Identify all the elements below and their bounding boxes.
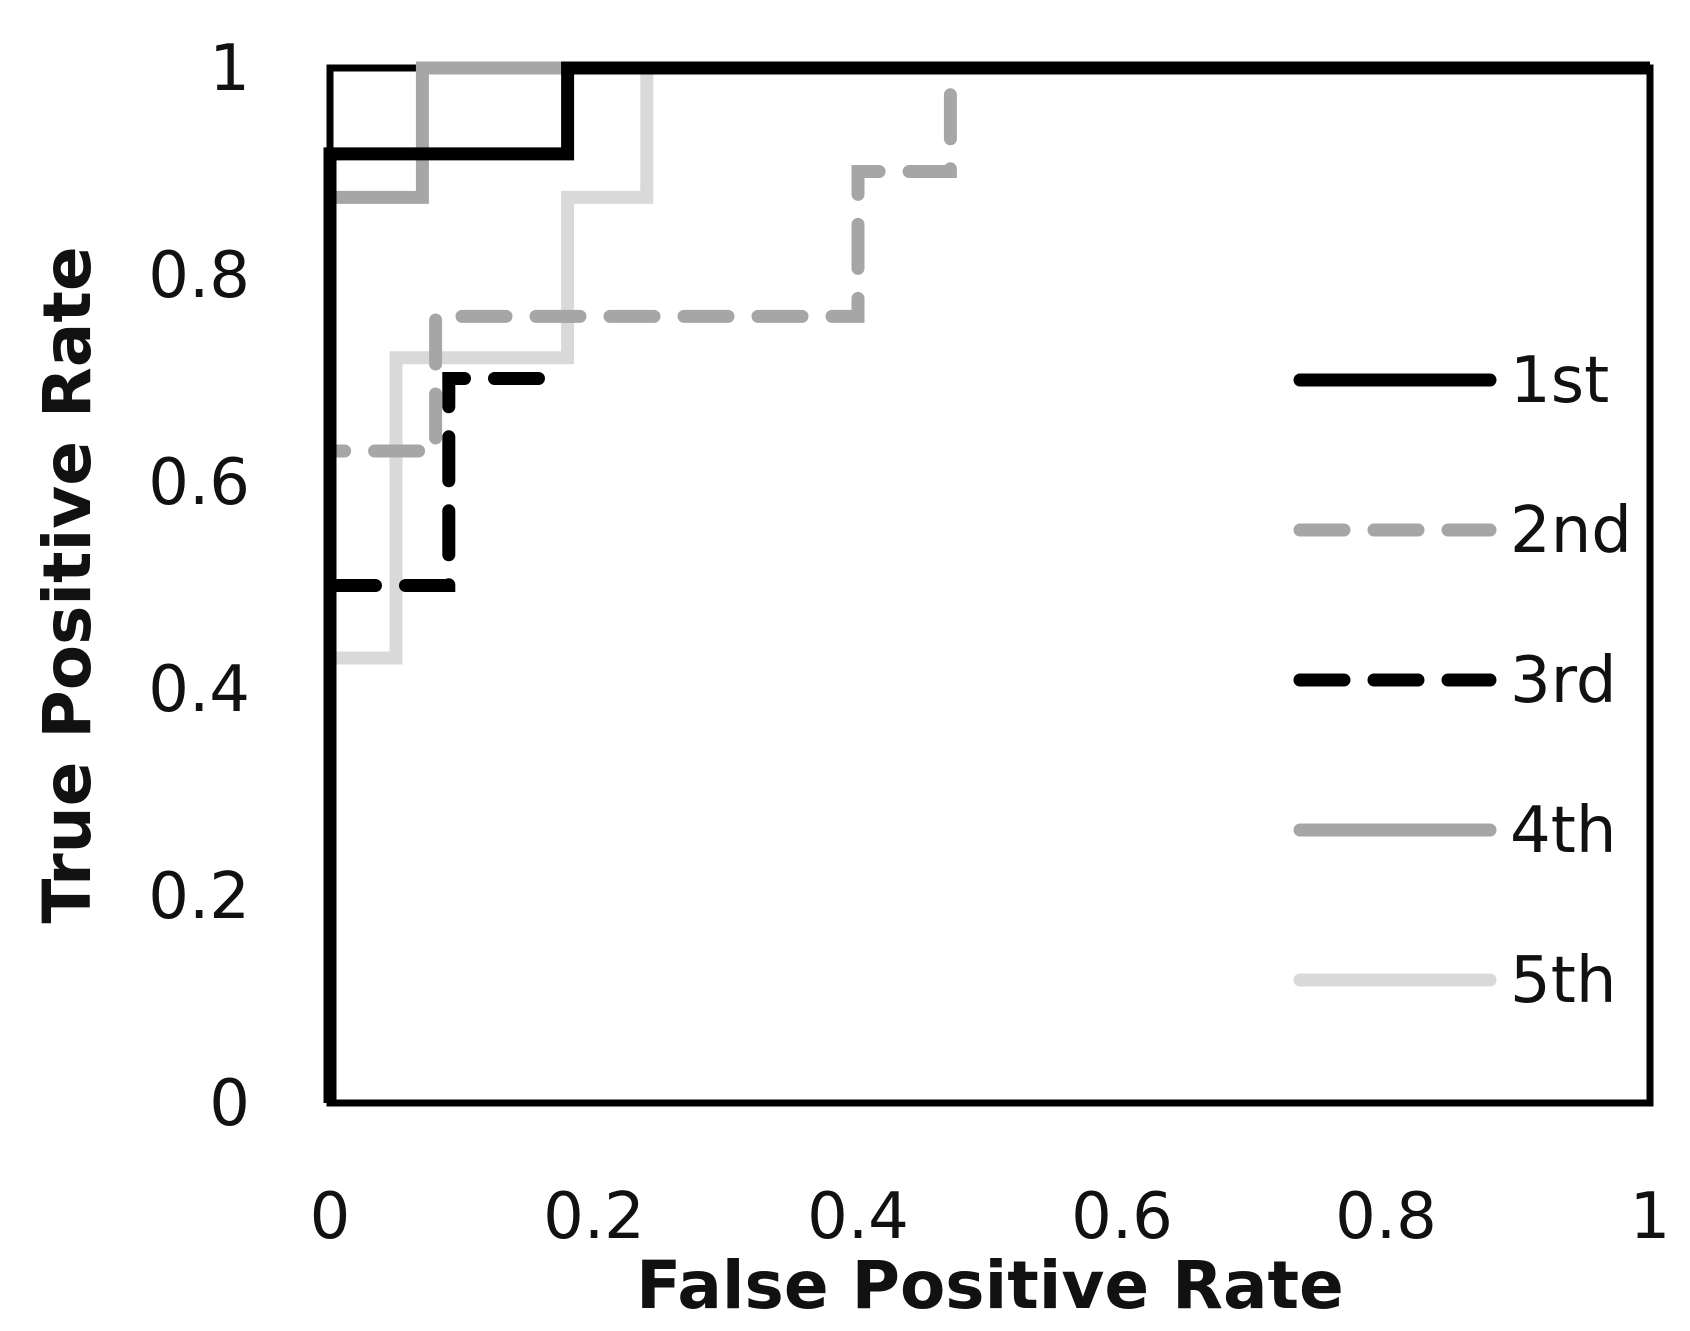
x-tick-label: 0.4 <box>807 1180 909 1254</box>
x-tick-label: 0.6 <box>1071 1180 1173 1254</box>
legend-label-4th: 4th <box>1510 794 1616 868</box>
y-tick-label: 0.6 <box>148 446 250 520</box>
y-tick-label: 1 <box>209 32 250 106</box>
y-tick-label: 0.2 <box>148 860 250 934</box>
y-tick-label: 0.8 <box>148 239 250 313</box>
x-tick-label: 0.2 <box>543 1180 645 1254</box>
x-tick-label: 0 <box>310 1180 351 1254</box>
legend-label-1st: 1st <box>1510 344 1609 418</box>
y-tick-labels: 0 0.2 0.4 0.6 0.8 1 <box>148 32 250 1141</box>
series-line-2nd <box>323 82 957 561</box>
y-axis-title: True Positive Rate <box>29 246 106 923</box>
x-axis-title: False Positive Rate <box>636 1247 1344 1324</box>
legend-label-3rd: 3rd <box>1510 644 1617 718</box>
series-layer <box>323 61 1650 1103</box>
y-tick-label: 0.4 <box>148 653 250 727</box>
x-tick-label: 1 <box>1630 1180 1671 1254</box>
legend: 1st 2nd 3rd 4th 5th <box>1293 344 1632 1018</box>
legend-label-5th: 5th <box>1510 944 1616 1018</box>
x-tick-label: 0.8 <box>1335 1180 1437 1254</box>
plot-frame <box>326 64 1654 1107</box>
series-line-5th <box>330 61 1650 665</box>
series-line-1st <box>323 61 1650 1103</box>
x-tick-labels: 0 0.2 0.4 0.6 0.8 1 <box>310 1180 1671 1254</box>
legend-label-2nd: 2nd <box>1510 494 1632 568</box>
y-tick-label: 0 <box>209 1067 250 1141</box>
